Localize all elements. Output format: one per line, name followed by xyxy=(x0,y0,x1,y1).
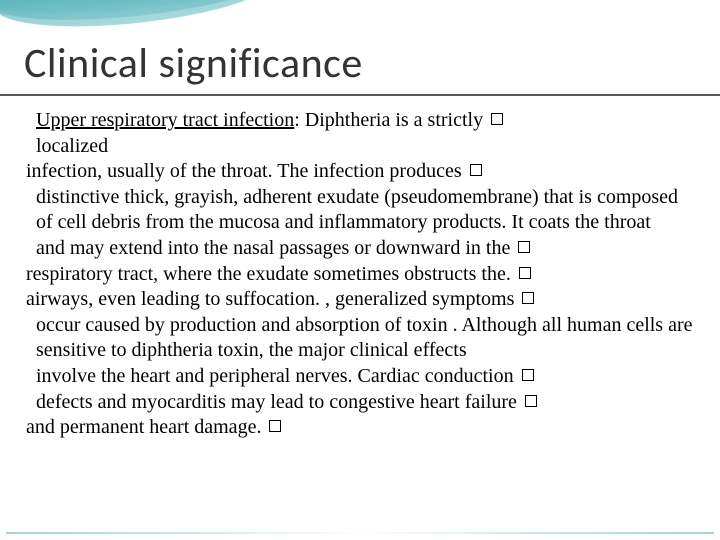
body-run: airways, even leading to suffocation. , … xyxy=(26,288,514,310)
body-run-underlined: Upper respiratory tract infection xyxy=(36,109,294,131)
body-run: involve the heart and peripheral nerves.… xyxy=(36,365,514,387)
body-run: localized xyxy=(36,135,108,157)
body-run: respiratory tract, where the exudate som… xyxy=(26,263,511,285)
body-run: occur caused by production and absorptio… xyxy=(36,314,693,362)
body-run: infection, usually of the throat. The in… xyxy=(26,160,462,182)
bullet-box-icon xyxy=(522,369,534,381)
bullet-box-icon xyxy=(522,292,534,304)
body-run: : Diphtheria is a strictly xyxy=(294,109,483,131)
slide-title: Clinical significance xyxy=(24,38,363,89)
slide-title-text: Clinical significance xyxy=(24,38,363,89)
bullet-box-icon xyxy=(519,267,531,279)
body-run: distinctive thick, grayish, adherent exu… xyxy=(36,186,678,234)
decorative-footer-line xyxy=(6,532,714,534)
bullet-box-icon xyxy=(491,113,503,125)
body-run: and may extend into the nasal passages o… xyxy=(36,237,510,259)
bullet-box-icon xyxy=(269,420,281,432)
slide-body: Upper respiratory tract infection: Dipht… xyxy=(26,108,694,441)
body-run: defects and myocarditis may lead to cong… xyxy=(36,391,517,413)
decorative-ribbon xyxy=(0,0,260,42)
bullet-box-icon xyxy=(470,164,482,176)
slide: Clinical significance Upper respiratory … xyxy=(0,0,720,540)
bullet-box-icon xyxy=(518,241,530,253)
bullet-box-icon xyxy=(525,395,537,407)
body-run: and permanent heart damage. xyxy=(26,416,261,438)
title-underline xyxy=(0,94,720,96)
